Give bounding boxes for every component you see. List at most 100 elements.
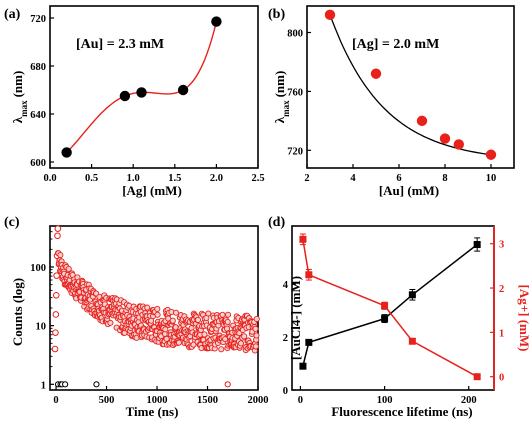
panel-b-data-point (370, 68, 382, 79)
panel-c-decay-point (241, 333, 248, 340)
panel-d-ag-series-line (302, 239, 478, 378)
panel-d-xtick-label: 0 (298, 395, 303, 406)
panel-a-xlabel: [Ag] (mM) (122, 183, 182, 198)
panel-c-decay-point (252, 343, 259, 350)
panel-c-decay-point (172, 309, 180, 316)
panel-a-data-point (136, 87, 147, 98)
panel-a-data-point (211, 16, 222, 27)
panel-c-decay-point (54, 232, 61, 240)
panel-b-ytick-label: 720 (287, 146, 303, 157)
panel-b-xtick-label: 6 (396, 173, 401, 184)
panel-c-decay-point (219, 311, 226, 318)
panel-d-ytick-left-label: 4 (283, 280, 289, 291)
panel-d-aucl4-series-point (473, 241, 481, 249)
panel-a-data-point (177, 84, 189, 96)
panel-d-xlabel: Fluorescence lifetime (ns) (331, 404, 472, 419)
panel-c-decay-point (52, 291, 60, 299)
panel-b-ylabel-unit: (nm) (272, 71, 287, 98)
panel-c-decay-point (218, 346, 225, 353)
panel-c-decay-point (154, 305, 161, 312)
panel-c-decay-point (133, 334, 140, 341)
panel-a-ytick-label: 680 (30, 62, 46, 73)
panel-a-ytick-label: 640 (30, 110, 46, 121)
panel-d-ytick-right-label: 3 (499, 240, 504, 251)
panel-c-baseline-point (224, 381, 231, 388)
panel-c-decay-point (222, 336, 229, 343)
panel-c-ylabel: Counts (log) (10, 278, 25, 346)
panel-b-data-point (453, 139, 464, 150)
panel-a-xtick-label: 0.5 (85, 173, 98, 184)
panel-c-decay-point (224, 318, 231, 325)
panel-c-xtick-label: 1000 (147, 395, 168, 406)
panel-c-xtick-label: 1500 (197, 395, 218, 406)
panel-c-decay-point (252, 325, 259, 332)
panel-a-data-point (61, 147, 72, 158)
panel-d-xtick-label: 200 (461, 395, 477, 406)
panel-c-ytick-label: 10 (36, 322, 47, 333)
panel-a-annotation: [Au] = 2.3 mM (76, 37, 164, 52)
panel-b-xtick-label: 10 (486, 173, 497, 184)
panel-c-xlabel: Time (ns) (126, 404, 179, 419)
panel-c-decay-point (253, 332, 260, 339)
panel-d-label: (d) (268, 215, 285, 230)
panel-c-decay-point (175, 339, 182, 346)
panel-d-ytick-right-label: 0 (499, 373, 504, 384)
panel-d-aucl4-series-point (408, 291, 416, 299)
panel-b-ylabel-sub: max (281, 100, 291, 117)
panel-d-ag-series-point (305, 271, 313, 279)
panel-c-xtick-label: 0 (53, 395, 58, 406)
panel-c-decay-point (154, 311, 161, 318)
panel-d-ytick-left-label: 0 (283, 386, 288, 397)
panel-c-decay-series (51, 225, 260, 354)
panel-b-ylabel-main: λ (272, 116, 287, 123)
panel-b-ytick-label: 760 (287, 87, 303, 98)
panel-b-xtick-label: 2 (304, 173, 309, 184)
panel-c-decay-point (144, 304, 151, 311)
panel-b-annotation: [Ag] = 2.0 mM (352, 37, 439, 52)
panel-a-ylabel-sub: max (19, 100, 29, 117)
panel-a-ytick-label: 720 (30, 14, 46, 25)
panel-b-data-point (324, 9, 336, 21)
panel-b-ylabel: λmax (nm) (272, 71, 291, 124)
panel-c-decay-point (169, 317, 176, 324)
panel-d-ag-series-point (381, 302, 389, 310)
panel-c-decay-point (194, 316, 202, 323)
panel-d-ag-series-point (408, 337, 416, 345)
panel-b-xlabel: [Au] (mM) (379, 183, 439, 198)
panel-d-ag-series-point (299, 235, 307, 243)
panel-d-ytick-left-label: 2 (283, 333, 288, 344)
panel-d-aucl4-series-point (305, 338, 313, 346)
panel-d-frame (291, 225, 495, 391)
panel-c-decay-point (57, 252, 64, 259)
panel-c-decay-point (162, 326, 169, 333)
panel-a-xtick-label: 2.0 (210, 173, 223, 184)
panel-d-xtick-label: 100 (377, 395, 393, 406)
panel-c-xtick-label: 500 (99, 395, 115, 406)
panel-a-xtick-label: 0.0 (43, 173, 56, 184)
panel-b-label: (b) (268, 7, 285, 22)
panel-c-ytick-label: 1 (41, 380, 46, 391)
panel-a-xtick-label: 1.5 (168, 173, 181, 184)
panel-c-ytick-label: 100 (30, 263, 46, 274)
panel-a-label: (a) (4, 7, 21, 22)
panel-d-ag-series-point (473, 373, 481, 381)
panel-b-xtick-label: 4 (350, 173, 356, 184)
panel-d-ytick-right-label: 2 (499, 284, 504, 295)
panel-a-data-point (119, 90, 131, 102)
panel-b-data-point (439, 133, 451, 144)
panel-b-data-point (416, 115, 428, 127)
panel-d-ylabel-left: [AuCl4-] (mM) (288, 276, 303, 360)
panel-a-ylabel-main: λ (10, 116, 25, 123)
panel-c-decay-point (52, 329, 59, 336)
panel-c-decay-point (253, 315, 260, 322)
panel-c-decay-point (224, 311, 232, 318)
panel-b-xtick-label: 8 (442, 173, 447, 184)
panel-c-decay-point (163, 335, 170, 342)
panel-a-ytick-label: 600 (30, 158, 46, 169)
svg-text:λmax(nm): λmax (nm) (272, 71, 291, 124)
panel-c-label: (c) (4, 215, 20, 230)
panel-b-ytick-label: 800 (287, 29, 303, 40)
panel-b-fit-curve (329, 14, 492, 156)
panel-a-ylabel: λmax (nm) (10, 71, 29, 124)
